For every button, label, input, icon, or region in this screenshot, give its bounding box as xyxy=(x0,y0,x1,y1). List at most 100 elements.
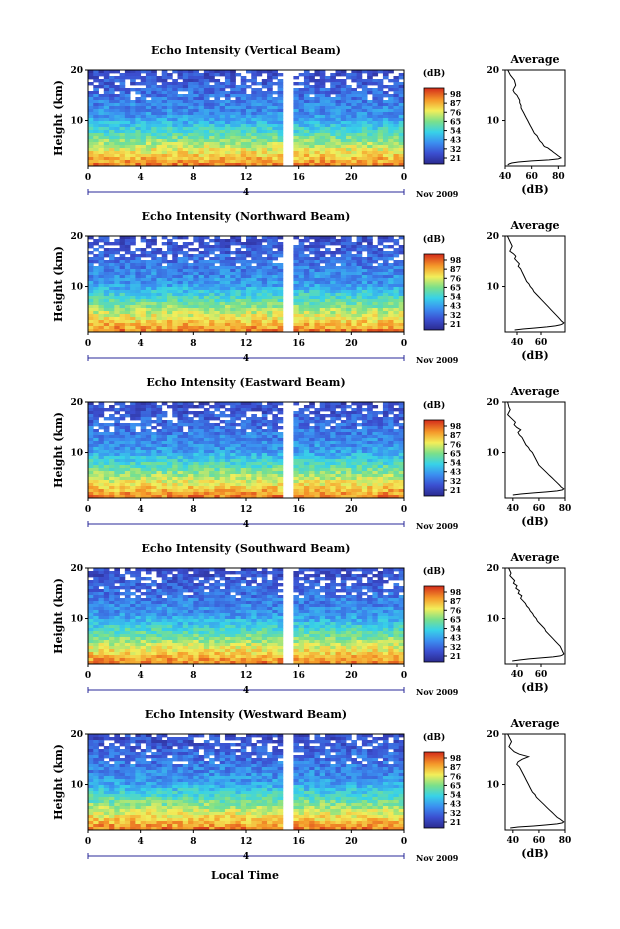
heatmap-cell xyxy=(193,323,199,327)
heatmap-cell xyxy=(177,251,184,255)
heatmap-cell xyxy=(198,447,205,451)
heatmap-cell xyxy=(388,402,394,406)
heatmap-cell xyxy=(209,471,215,475)
heatmap-cell xyxy=(367,254,373,258)
heatmap-cell xyxy=(193,284,199,288)
heatmap-cell xyxy=(314,136,321,140)
heatmap-cell xyxy=(219,275,226,279)
heatmap-cell xyxy=(188,402,194,406)
heatmap-cell xyxy=(161,453,168,457)
heatmap-cell xyxy=(261,148,268,152)
heatmap-cell xyxy=(298,290,305,294)
heatmap-cell xyxy=(272,160,278,164)
heatmap-cell xyxy=(188,296,194,300)
heatmap-cell xyxy=(272,456,278,460)
heatmap-cell xyxy=(124,76,131,80)
heatmap-cell xyxy=(93,474,99,478)
heatmap-cell xyxy=(124,260,131,264)
heatmap-cell xyxy=(172,257,178,261)
heatmap-cell xyxy=(203,317,210,321)
heatmap-cell xyxy=(103,236,110,240)
heatmap-cell xyxy=(314,444,321,448)
heatmap-cell xyxy=(103,426,110,430)
heatmap-cell xyxy=(156,329,163,333)
heatmap-cell xyxy=(193,76,199,80)
heatmap-cell xyxy=(277,305,284,309)
heatmap-cell xyxy=(98,275,105,279)
heatmap-cell xyxy=(314,302,321,306)
heatmap-cell xyxy=(372,468,379,472)
heatmap-cell xyxy=(177,130,184,134)
heatmap-cell xyxy=(319,450,326,454)
heatmap-cell xyxy=(235,239,242,243)
heatmap-cell xyxy=(293,317,300,321)
heatmap-cell xyxy=(246,154,252,158)
heatmap-cell xyxy=(314,411,321,415)
heatmap-cell xyxy=(377,160,384,164)
heatmap-cell xyxy=(251,148,257,152)
heatmap-cell xyxy=(388,308,394,312)
heatmap-cell xyxy=(340,236,347,240)
heatmap-cell xyxy=(209,148,215,152)
heatmap-cell xyxy=(309,115,315,119)
heatmap-cell xyxy=(340,142,347,146)
heatmap-cell xyxy=(293,429,300,433)
heatmap-cell xyxy=(367,266,373,270)
heatmap-cell xyxy=(240,106,247,110)
heatmap-cell xyxy=(367,79,373,83)
heatmap-cell xyxy=(261,115,268,119)
heatmap-cell xyxy=(114,317,120,321)
heatmap-cell xyxy=(88,308,94,312)
heatmap-cell xyxy=(309,326,315,330)
heatmap-cell xyxy=(246,163,252,167)
heatmap-cell xyxy=(314,308,321,312)
heatmap-cell xyxy=(214,239,221,243)
heatmap-cell xyxy=(114,290,120,294)
heatmap-cell xyxy=(303,100,310,104)
heatmap-cell xyxy=(319,266,326,270)
heatmap-cell xyxy=(130,124,136,128)
heatmap-cell xyxy=(130,82,136,86)
heatmap-cell xyxy=(145,459,152,463)
heatmap-cell xyxy=(256,284,263,288)
heatmap-cell xyxy=(382,142,389,146)
heatmap-cell xyxy=(235,133,242,137)
heatmap-cell xyxy=(156,266,163,270)
heatmap-cell xyxy=(367,115,373,119)
heatmap-cell xyxy=(367,420,373,424)
heatmap-cell xyxy=(388,103,394,107)
heatmap-cell xyxy=(177,296,184,300)
heatmap-cell xyxy=(277,320,284,324)
heatmap-cell xyxy=(335,468,342,472)
heatmap-cell xyxy=(356,118,363,122)
heatmap-cell xyxy=(130,281,136,285)
date-label: 4 xyxy=(243,354,249,364)
heatmap-cell xyxy=(346,314,352,318)
heatmap-cell xyxy=(356,290,363,294)
heatmap-cell xyxy=(267,305,273,309)
heatmap-cell xyxy=(119,296,126,300)
heatmap-cell xyxy=(188,317,194,321)
heatmap-cell xyxy=(209,91,215,95)
heatmap-cell xyxy=(267,148,273,152)
heatmap-cell xyxy=(330,112,336,116)
heatmap-cell xyxy=(319,100,326,104)
heatmap-cell xyxy=(382,432,389,436)
heatmap-cell xyxy=(356,299,363,303)
heatmap-cell xyxy=(256,145,263,149)
heatmap-cell xyxy=(256,444,263,448)
heatmap-cell xyxy=(219,157,226,161)
heatmap-cell xyxy=(182,106,189,110)
heatmap-cell xyxy=(156,109,163,113)
colorbar-tick-label: 43 xyxy=(450,135,462,145)
heatmap-cell xyxy=(367,423,373,427)
heatmap-cell xyxy=(309,299,315,303)
heatmap-cell xyxy=(240,293,247,297)
heatmap-cell xyxy=(219,136,226,140)
heatmap-cell xyxy=(203,299,210,303)
heatmap-cell xyxy=(109,272,115,276)
heatmap-cell xyxy=(167,139,173,143)
heatmap-cell xyxy=(393,329,400,333)
heatmap-cell xyxy=(398,329,405,333)
heatmap-cell xyxy=(119,139,126,143)
